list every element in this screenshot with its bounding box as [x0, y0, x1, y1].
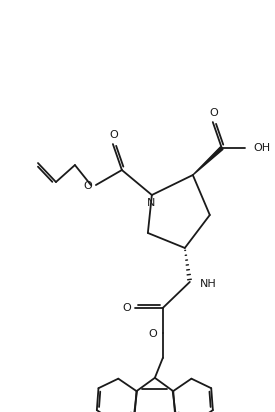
Text: O: O	[210, 108, 218, 118]
Text: OH: OH	[254, 143, 271, 153]
Text: O: O	[84, 181, 92, 191]
Polygon shape	[193, 147, 223, 175]
Text: O: O	[109, 130, 118, 140]
Text: NH: NH	[200, 279, 216, 289]
Text: O: O	[148, 329, 157, 339]
Text: N: N	[147, 198, 155, 208]
Text: O: O	[122, 303, 131, 313]
